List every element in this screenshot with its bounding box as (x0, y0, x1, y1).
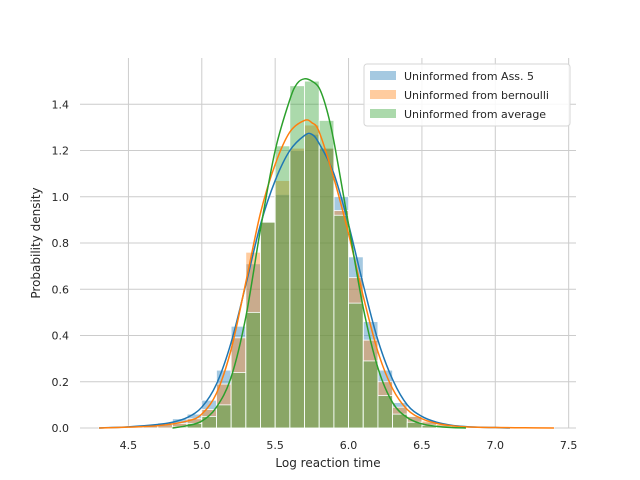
x-axis-ticks: 4.5 5.0 5.5 6.0 6.5 7.0 7.5 (120, 439, 578, 452)
kde-line (99, 119, 554, 429)
histogram-bar (201, 416, 217, 429)
y-tick-label: 1.2 (52, 145, 70, 158)
histogram-bar (392, 413, 408, 429)
y-tick-label: 0.0 (52, 422, 70, 435)
histogram-bar (348, 302, 364, 429)
x-tick-label: 7.5 (560, 439, 578, 452)
legend-entry: Uninformed from Ass. 5 (404, 70, 534, 83)
x-tick-label: 7.0 (487, 439, 505, 452)
histogram-bar (230, 372, 247, 429)
legend-entry: Uninformed from average (404, 108, 546, 121)
histogram-bar (245, 311, 261, 429)
legend-swatch (370, 71, 396, 80)
x-axis-label: Log reaction time (275, 456, 380, 470)
legend-frame (363, 63, 571, 127)
y-tick-label: 1.0 (52, 191, 70, 204)
x-tick-label: 4.5 (120, 439, 138, 452)
legend-swatch (370, 90, 396, 99)
x-tick-label: 5.0 (193, 439, 211, 452)
histogram-bar (274, 145, 291, 429)
y-tick-label: 0.4 (52, 330, 70, 343)
histogram-bar (377, 395, 393, 429)
x-tick-label: 6.5 (413, 439, 431, 452)
legend-swatch (370, 109, 396, 118)
legend-entry: Uninformed from bernoulli (404, 89, 549, 102)
y-tick-label: 0.8 (52, 237, 70, 250)
kde-line (172, 77, 466, 429)
histogram-bars (98, 80, 555, 429)
y-axis-ticks: 0.0 0.2 0.4 0.6 0.8 1.0 1.2 1.4 (52, 98, 70, 435)
x-tick-label: 5.5 (266, 439, 284, 452)
histogram-bar (260, 221, 276, 429)
y-axis-label: Probability density (29, 187, 43, 298)
y-tick-label: 0.2 (52, 376, 70, 389)
x-tick-label: 6.0 (340, 439, 358, 452)
histogram-bar (362, 360, 379, 429)
histogram-bar (333, 214, 349, 429)
histogram-bar (216, 404, 232, 429)
legend: Uninformed from Ass. 5 Uninformed from be… (363, 63, 571, 127)
kde-curves (99, 77, 554, 429)
histogram-bar (304, 80, 320, 429)
y-tick-label: 1.4 (52, 98, 70, 111)
y-tick-label: 0.6 (52, 283, 70, 296)
